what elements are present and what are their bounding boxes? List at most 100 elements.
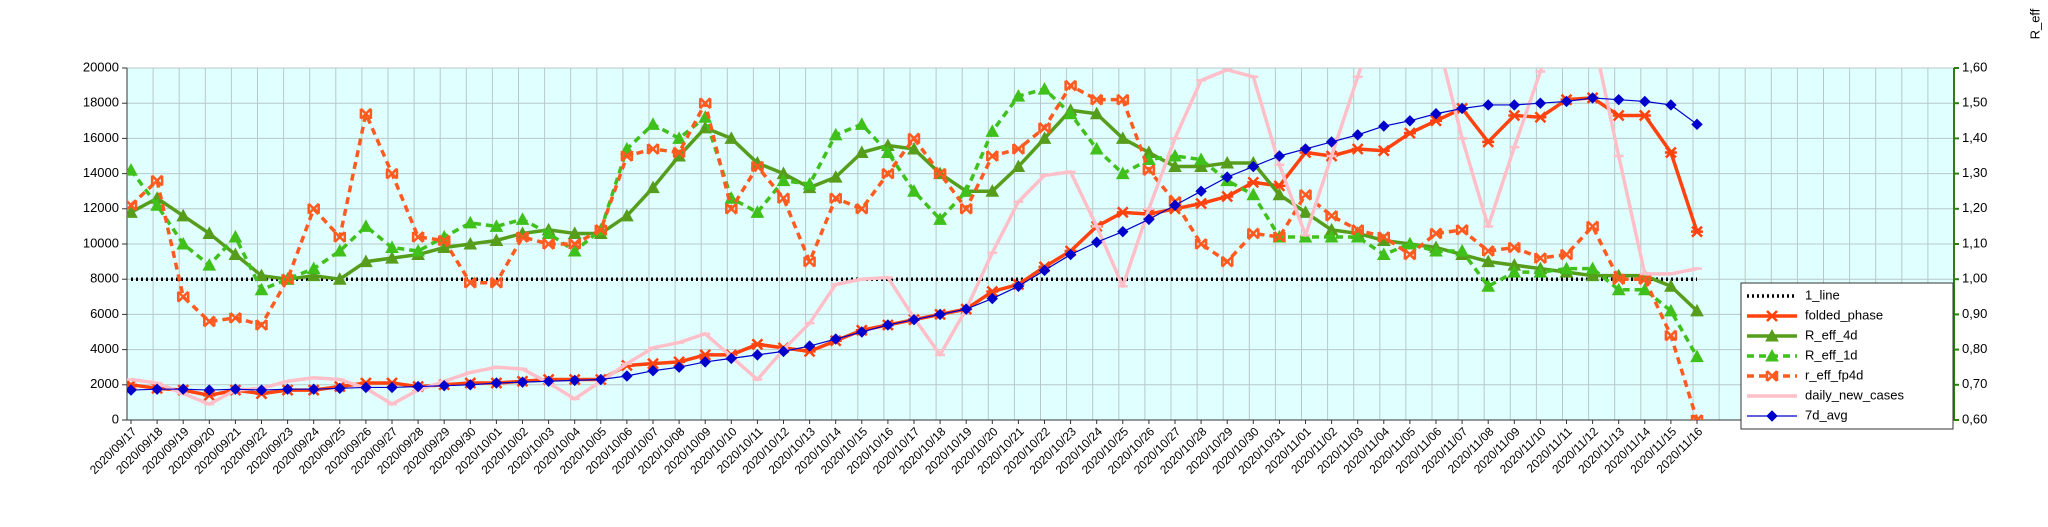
marker [567,226,582,239]
marker [1508,99,1521,111]
marker [229,383,242,395]
marker [150,198,164,211]
marker [1377,144,1390,157]
marker [1090,236,1103,248]
marker [542,238,555,250]
marker [856,326,868,338]
marker [437,234,451,247]
marker [1221,171,1233,183]
marker [464,276,477,289]
marker [907,184,921,197]
marker [1534,111,1547,124]
marker [1403,127,1416,140]
marker [1273,231,1286,243]
marker [202,226,217,239]
marker [1168,148,1182,162]
marker [1404,115,1416,127]
y-tick-label: 4000 [90,341,119,356]
marker [882,319,894,331]
marker [1247,227,1260,240]
marker [1089,106,1104,120]
marker [1690,349,1704,363]
marker [568,374,581,387]
marker [1664,279,1678,292]
marker [385,167,399,180]
marker [1272,187,1287,201]
marker [1665,99,1677,111]
marker [1664,303,1678,317]
marker [803,255,816,268]
marker [386,381,398,394]
marker [803,340,816,352]
marker [1194,238,1208,250]
marker [1481,245,1495,257]
marker [699,356,711,368]
legend-label: R_eff_1d [1805,347,1858,362]
marker [1090,93,1103,106]
marker [881,167,895,180]
marker [1011,159,1026,173]
marker [1064,248,1077,261]
y2-tick-label: 1,00 [1962,271,1987,286]
marker [750,205,765,218]
legend-label: R_eff_4d [1805,327,1858,342]
y-tick-label: 0 [112,411,119,426]
marker [1220,155,1235,169]
marker [1115,131,1130,144]
legend-label: 1_line [1805,287,1840,302]
marker [1534,252,1547,264]
marker [1612,109,1625,122]
marker [1611,282,1626,296]
marker [1012,143,1025,155]
marker [203,384,216,396]
legend-label: 7d_avg [1805,407,1848,422]
y2-tick-label: 0,80 [1962,341,1987,356]
marker [334,382,346,395]
marker [202,258,217,271]
marker [1089,141,1104,155]
y2-tick-label: 1,20 [1962,200,1987,215]
marker [1376,247,1391,261]
marker [1690,303,1704,317]
y2-axis-title: R_eff [2027,8,2042,39]
y2-tick-label: 0,70 [1962,376,1987,391]
marker [127,163,138,176]
marker [1116,206,1129,219]
marker [907,141,921,155]
marker [567,243,582,257]
marker [1455,224,1469,236]
marker [828,127,843,141]
marker [751,160,764,173]
marker [986,292,999,305]
marker [1325,136,1338,148]
marker [463,215,478,229]
marker [1011,89,1026,102]
marker [1456,102,1468,115]
marker [1299,188,1312,201]
marker [881,145,895,158]
marker [1298,205,1313,218]
marker [1766,310,1778,322]
marker [1012,280,1025,292]
marker [802,177,817,190]
marker [855,202,869,215]
marker [908,313,920,326]
marker [127,199,138,212]
marker [725,202,738,215]
marker [333,231,347,243]
marker [306,261,321,275]
marker [776,173,791,187]
y2-tick-label: 1,10 [1962,235,1987,250]
marker [411,243,425,257]
marker [1247,176,1260,189]
marker [620,141,634,155]
y-tick-label: 16000 [83,130,119,145]
marker [777,192,790,205]
marker [490,276,503,289]
marker [595,373,607,386]
marker [1586,220,1599,233]
legend-label: folded_phase [1805,307,1883,322]
marker [854,117,869,130]
marker [1637,282,1652,296]
